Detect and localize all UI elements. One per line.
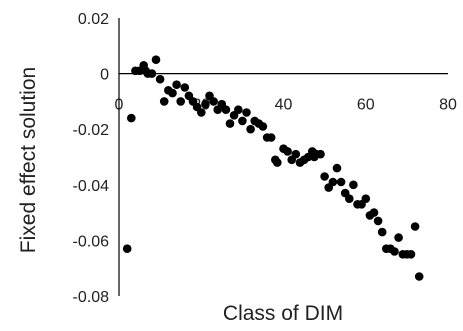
data-point: [283, 147, 292, 156]
y-tick-labels: 0.02 0 -0.02 -0.04 -0.06 -0.08: [73, 11, 110, 306]
data-points: [122, 55, 424, 281]
data-point: [406, 250, 416, 259]
data-point: [345, 194, 354, 203]
x-tick-label: 60: [357, 97, 375, 114]
x-tick-label: 80: [439, 97, 457, 114]
data-point: [349, 180, 358, 190]
data-point: [201, 99, 210, 109]
data-point: [122, 244, 132, 253]
y-axis-title: Fixed effect solution: [17, 67, 40, 253]
data-point: [242, 108, 251, 117]
y-tick-label: -0.06: [73, 233, 110, 250]
data-point: [320, 172, 329, 181]
data-point: [414, 272, 424, 281]
data-point: [336, 177, 346, 187]
data-point: [291, 149, 301, 159]
y-tick-label: 0.02: [78, 11, 109, 28]
data-point: [316, 149, 325, 159]
y-tick-label: -0.08: [73, 289, 110, 306]
y-tick-label: 0: [100, 67, 109, 84]
data-point: [328, 177, 338, 187]
data-point: [394, 233, 403, 242]
data-point: [147, 69, 157, 78]
data-point: [176, 97, 185, 106]
data-point: [159, 97, 169, 106]
data-point: [266, 133, 276, 142]
data-point: [225, 119, 235, 128]
data-point: [361, 194, 371, 203]
data-point: [221, 105, 231, 114]
data-point: [369, 208, 379, 217]
data-point: [390, 247, 399, 256]
data-point: [246, 124, 255, 134]
data-point: [238, 116, 247, 126]
y-tick-label: -0.02: [73, 122, 110, 139]
data-point: [373, 216, 383, 226]
data-point: [155, 74, 165, 84]
data-point: [168, 88, 177, 98]
data-point: [377, 227, 387, 237]
data-point: [127, 113, 136, 123]
data-point: [151, 55, 161, 64]
data-point: [332, 163, 342, 173]
x-axis-title: Class of DIM: [223, 302, 343, 325]
data-point: [410, 222, 420, 231]
y-tick-label: -0.04: [73, 178, 110, 195]
data-point: [273, 158, 282, 167]
data-point: [172, 80, 181, 89]
data-point: [180, 83, 190, 92]
data-point: [197, 108, 206, 117]
data-point: [209, 97, 218, 106]
data-point: [258, 122, 268, 131]
data-point: [234, 105, 243, 114]
x-tick-label: 40: [275, 97, 293, 114]
